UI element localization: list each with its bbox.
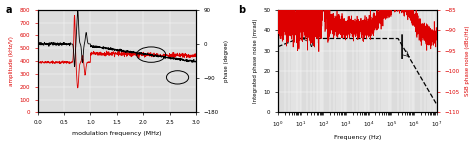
Y-axis label: SSB phase noise (dBc/Hz): SSB phase noise (dBc/Hz) — [465, 26, 470, 96]
Y-axis label: phase (degree): phase (degree) — [224, 40, 229, 82]
Text: a: a — [6, 5, 12, 15]
X-axis label: Frequency (Hz): Frequency (Hz) — [334, 135, 381, 140]
X-axis label: modulation frequency (MHz): modulation frequency (MHz) — [72, 130, 162, 136]
Text: b: b — [238, 5, 246, 15]
Y-axis label: amplitude (kHz/V): amplitude (kHz/V) — [9, 36, 14, 86]
Y-axis label: Integrated phase noise (mrad): Integrated phase noise (mrad) — [253, 19, 258, 103]
